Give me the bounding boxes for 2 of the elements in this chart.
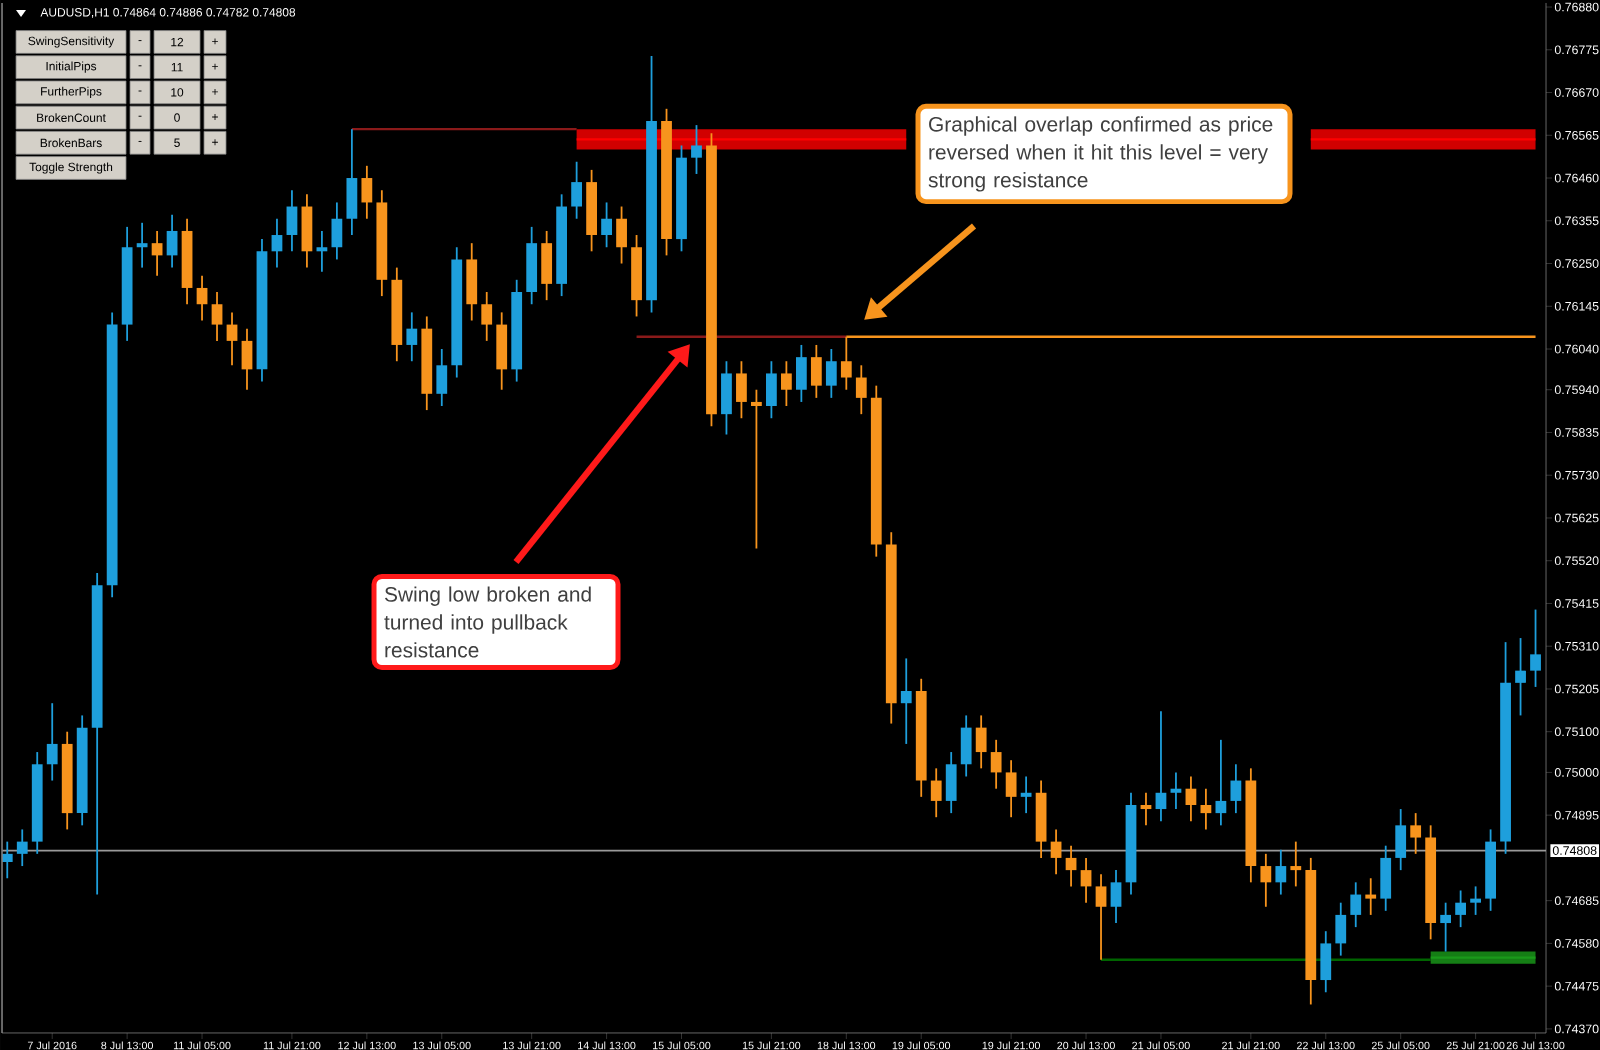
annotation: Swing low broken and turned into pullback resistance [384, 586, 591, 658]
annotation: Graphical overlap confirmed as price reversed when it hit this level = very strong resistance [928, 116, 1273, 192]
